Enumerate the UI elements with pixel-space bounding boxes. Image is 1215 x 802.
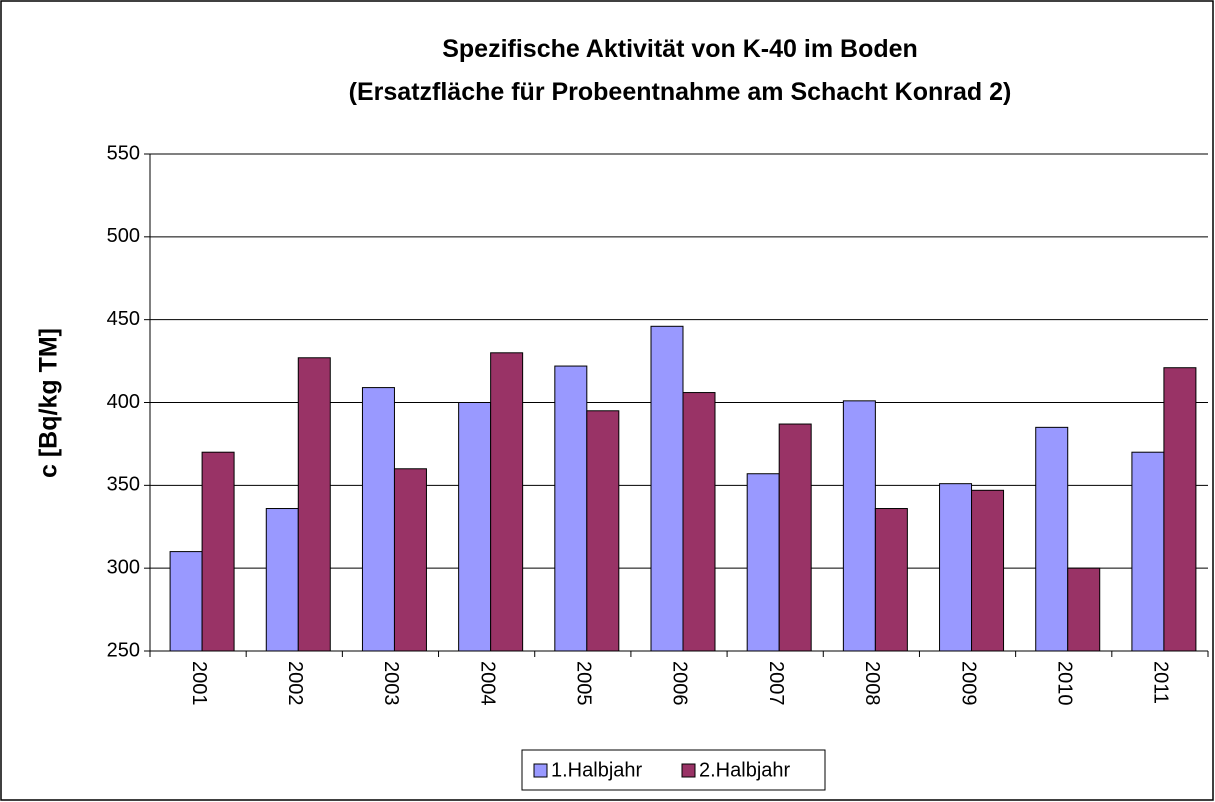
x-tick-label: 2004 (476, 661, 498, 706)
bar (650, 325, 684, 652)
legend-label: 2.Halbjahr (699, 759, 791, 781)
bar (201, 451, 235, 652)
x-tick-label: 2007 (765, 661, 787, 706)
y-tick-label: 400 (107, 391, 140, 413)
y-tick-label: 250 (107, 639, 140, 661)
bar (169, 551, 203, 652)
legend-label: 1.Halbjahr (551, 759, 643, 781)
bar (971, 489, 1005, 652)
bar (361, 387, 395, 652)
bar (1131, 451, 1165, 652)
y-axis-label: c [Bq/kg TM] (35, 328, 63, 478)
x-tick-label: 2009 (957, 661, 979, 706)
x-tick-label: 2001 (188, 661, 210, 706)
bar (778, 423, 812, 652)
bar (554, 365, 588, 652)
x-tick-label: 2006 (669, 661, 691, 706)
chart-title: Spezifische Aktivität von K-40 im Boden (442, 35, 918, 63)
bar (874, 508, 908, 652)
legend-swatch (681, 763, 696, 778)
y-tick-label: 350 (107, 474, 140, 496)
y-tick-label: 550 (107, 142, 140, 164)
bar (297, 357, 331, 652)
bar (393, 468, 427, 652)
x-tick-label: 2008 (861, 661, 883, 706)
bar (682, 392, 716, 652)
x-tick-label: 2002 (284, 661, 306, 706)
y-tick-label: 500 (107, 225, 140, 247)
bar (746, 473, 780, 652)
y-tick-label: 300 (107, 556, 140, 578)
bar (458, 402, 492, 652)
x-tick-label: 2005 (573, 661, 595, 706)
bar (842, 400, 876, 652)
legend-swatch (533, 763, 548, 778)
x-tick-label: 2011 (1150, 661, 1172, 704)
legend-box (521, 749, 826, 791)
bar (1067, 567, 1101, 652)
bar (939, 483, 973, 652)
bar (265, 508, 299, 652)
bar (586, 410, 620, 652)
bar (1163, 367, 1197, 652)
y-tick-label: 450 (107, 308, 140, 330)
x-tick-label: 2003 (380, 661, 402, 706)
x-tick-label: 2010 (1053, 661, 1075, 706)
chart-title: (Ersatzfläche für Probeentnahme am Schac… (349, 78, 1012, 106)
bar (1035, 426, 1069, 652)
bar (490, 352, 524, 652)
